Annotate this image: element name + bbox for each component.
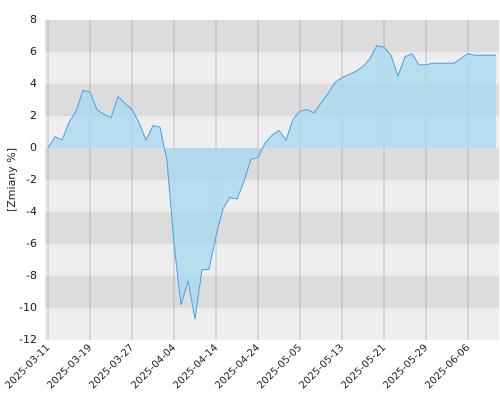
band (45, 308, 499, 340)
band (45, 244, 499, 276)
area (48, 45, 496, 320)
y-tick-label: 8 (30, 13, 37, 26)
y-tick-label: -4 (26, 205, 37, 218)
y-tick-label: -8 (26, 269, 37, 282)
band (45, 212, 499, 244)
y-tick-label: -10 (19, 301, 37, 314)
band (45, 20, 499, 52)
y-tick-label: 6 (30, 45, 37, 58)
y-tick-label: 0 (30, 141, 37, 154)
y-tick-label: -12 (19, 333, 37, 346)
band (45, 180, 499, 212)
y-tick-label: 2 (30, 109, 37, 122)
y-tick-label: 4 (30, 77, 37, 90)
band (45, 276, 499, 308)
line (47, 45, 496, 320)
y-axis-label: [Zmiany %] (5, 148, 18, 212)
x-tick-label: 2025-06-06 (423, 342, 472, 391)
y-tick-label: -6 (26, 237, 37, 250)
y-tick-label: -2 (26, 173, 37, 186)
band (45, 148, 499, 180)
